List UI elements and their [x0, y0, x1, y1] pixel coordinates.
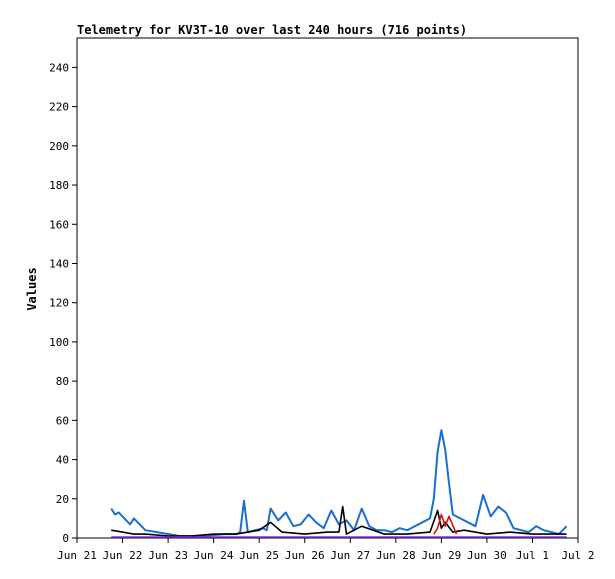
series-line-3	[433, 513, 458, 535]
y-tick-label: 80	[56, 375, 69, 388]
x-tick-label: Jul 1	[516, 549, 549, 562]
y-tick-label: 160	[49, 218, 69, 231]
x-tick-label: Jun 28	[376, 549, 416, 562]
y-tick-label: 20	[56, 493, 69, 506]
series-line-2	[111, 505, 567, 537]
x-tick-label: Jun 29	[421, 549, 461, 562]
y-tick-label: 60	[56, 414, 69, 427]
series-lines	[110, 429, 568, 538]
y-tick-label: 240	[49, 61, 69, 74]
y-axis-ticks: 0 20 40 60 80 100 120 140 160 180 200 220 240	[49, 61, 77, 545]
y-axis-label: Values	[25, 267, 39, 310]
chart-title: Telemetry for KV3T-10 over last 240 hour…	[77, 23, 467, 37]
x-tick-label: Jun 24	[194, 549, 234, 562]
x-tick-label: Jun 22	[103, 549, 143, 562]
x-tick-label: Jun 27	[330, 549, 370, 562]
y-tick-label: 140	[49, 257, 69, 270]
y-tick-label: 100	[49, 336, 69, 349]
y-tick-label: 180	[49, 179, 69, 192]
x-tick-label: Jun 30	[467, 549, 507, 562]
y-tick-label: 120	[49, 297, 69, 310]
y-tick-label: 220	[49, 101, 69, 114]
x-tick-label: Jun 23	[148, 549, 188, 562]
x-tick-label: Jul 2	[561, 549, 594, 562]
y-tick-label: 40	[56, 454, 69, 467]
x-tick-label: Jun 26	[285, 549, 325, 562]
y-tick-label: 200	[49, 140, 69, 153]
x-tick-label: Jun 25	[239, 549, 279, 562]
y-tick-label: 0	[62, 532, 69, 545]
x-tick-label: Jun 21	[57, 549, 97, 562]
plot-frame	[76, 37, 579, 539]
x-axis-ticks: Jun 21 Jun 22 Jun 23 Jun 24 Jun 25 Jun 26 Jun …	[57, 538, 595, 562]
series-line-1	[110, 429, 568, 537]
